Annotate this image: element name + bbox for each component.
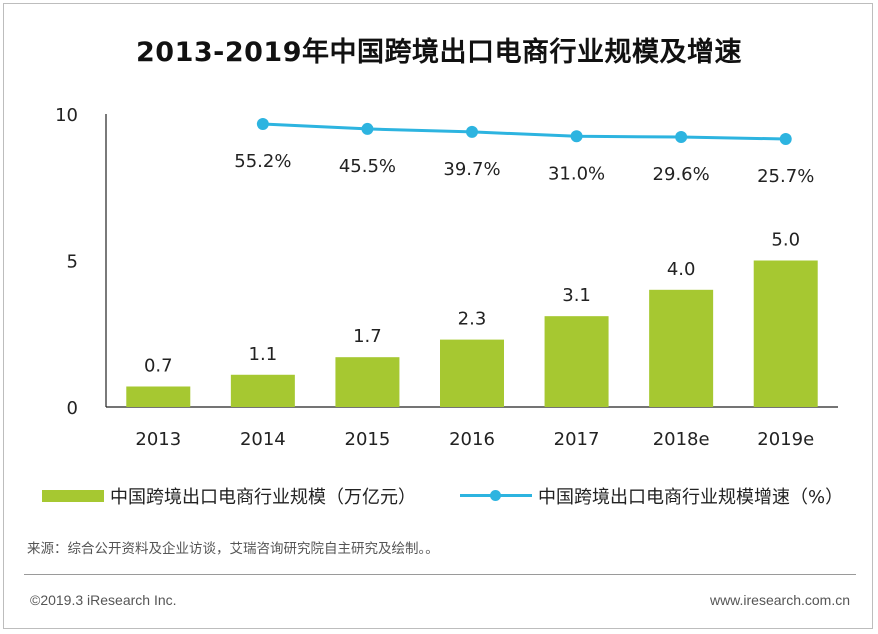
legend-item-bar: 中国跨境出口电商行业规模（万亿元） bbox=[42, 482, 416, 510]
chart-title: 2013-2019年中国跨境出口电商行业规模及增速 bbox=[136, 37, 742, 68]
y-tick-label: 0 bbox=[67, 398, 78, 419]
combo-chart: 0 5 10 0.7 2013 1.1 2014 1.7 2015 2.3 2016 3.1 2017 4… bbox=[55, 105, 838, 450]
bar-value-label: 3.1 bbox=[562, 285, 591, 306]
bar-value-label: 1.1 bbox=[249, 344, 278, 365]
bar bbox=[753, 260, 818, 407]
x-tick-label: 2018e bbox=[653, 429, 710, 450]
x-tick-label: 2016 bbox=[449, 429, 495, 450]
chart-legend: 中国跨境出口电商行业规模（万亿元） 中国跨境出口电商行业规模增速（%） bbox=[24, 482, 854, 512]
growth-value-label: 29.6% bbox=[653, 164, 710, 185]
growth-point bbox=[570, 130, 583, 143]
legend-bar-swatch bbox=[42, 490, 104, 502]
footer-divider bbox=[24, 574, 856, 575]
growth-point bbox=[779, 133, 792, 145]
growth-point bbox=[675, 131, 688, 144]
x-tick-label: 2013 bbox=[135, 429, 181, 450]
bar-value-label: 1.7 bbox=[353, 326, 382, 347]
legend-line-swatch bbox=[460, 489, 532, 503]
bar-value-label: 4.0 bbox=[667, 259, 696, 280]
x-tick-label: 2014 bbox=[240, 429, 286, 450]
source-note: 来源：综合公开资料及企业访谈，艾瑞咨询研究院自主研究及绘制。。 bbox=[27, 541, 439, 557]
bar bbox=[335, 357, 400, 407]
website-text: www.iresearch.com.cn bbox=[709, 592, 850, 608]
y-tick-label: 10 bbox=[55, 105, 78, 126]
legend-item-line: 中国跨境出口电商行业规模增速（%） bbox=[460, 482, 843, 510]
legend-bar-label: 中国跨境出口电商行业规模（万亿元） bbox=[110, 487, 416, 508]
bar bbox=[126, 386, 191, 407]
legend-line-marker bbox=[490, 490, 501, 501]
growth-point bbox=[466, 125, 478, 138]
growth-value-label: 39.7% bbox=[443, 159, 500, 180]
bar bbox=[230, 374, 295, 407]
x-tick-label: 2015 bbox=[345, 429, 391, 450]
x-tick-label: 2017 bbox=[554, 429, 600, 450]
bar-value-label: 0.7 bbox=[144, 355, 173, 376]
growth-value-label: 31.0% bbox=[548, 163, 605, 184]
y-tick-label: 5 bbox=[67, 252, 78, 273]
growth-value-label: 25.7% bbox=[757, 166, 814, 187]
growth-value-label: 45.5% bbox=[339, 156, 396, 177]
bar-value-label: 2.3 bbox=[458, 309, 487, 330]
growth-line bbox=[262, 122, 786, 141]
copyright-text: ©2019.3 iResearch Inc. bbox=[30, 592, 177, 608]
chart-frame bbox=[3, 3, 873, 629]
growth-point bbox=[256, 118, 269, 130]
bar-value-label: 5.0 bbox=[771, 230, 800, 251]
growth-point bbox=[361, 122, 374, 135]
x-tick-label: 2019e bbox=[757, 429, 814, 450]
bar bbox=[440, 339, 504, 407]
growth-value-label: 55.2% bbox=[234, 151, 291, 172]
legend-line-label: 中国跨境出口电商行业规模增速（%） bbox=[538, 487, 844, 508]
bar bbox=[649, 289, 714, 407]
bar bbox=[544, 316, 609, 407]
